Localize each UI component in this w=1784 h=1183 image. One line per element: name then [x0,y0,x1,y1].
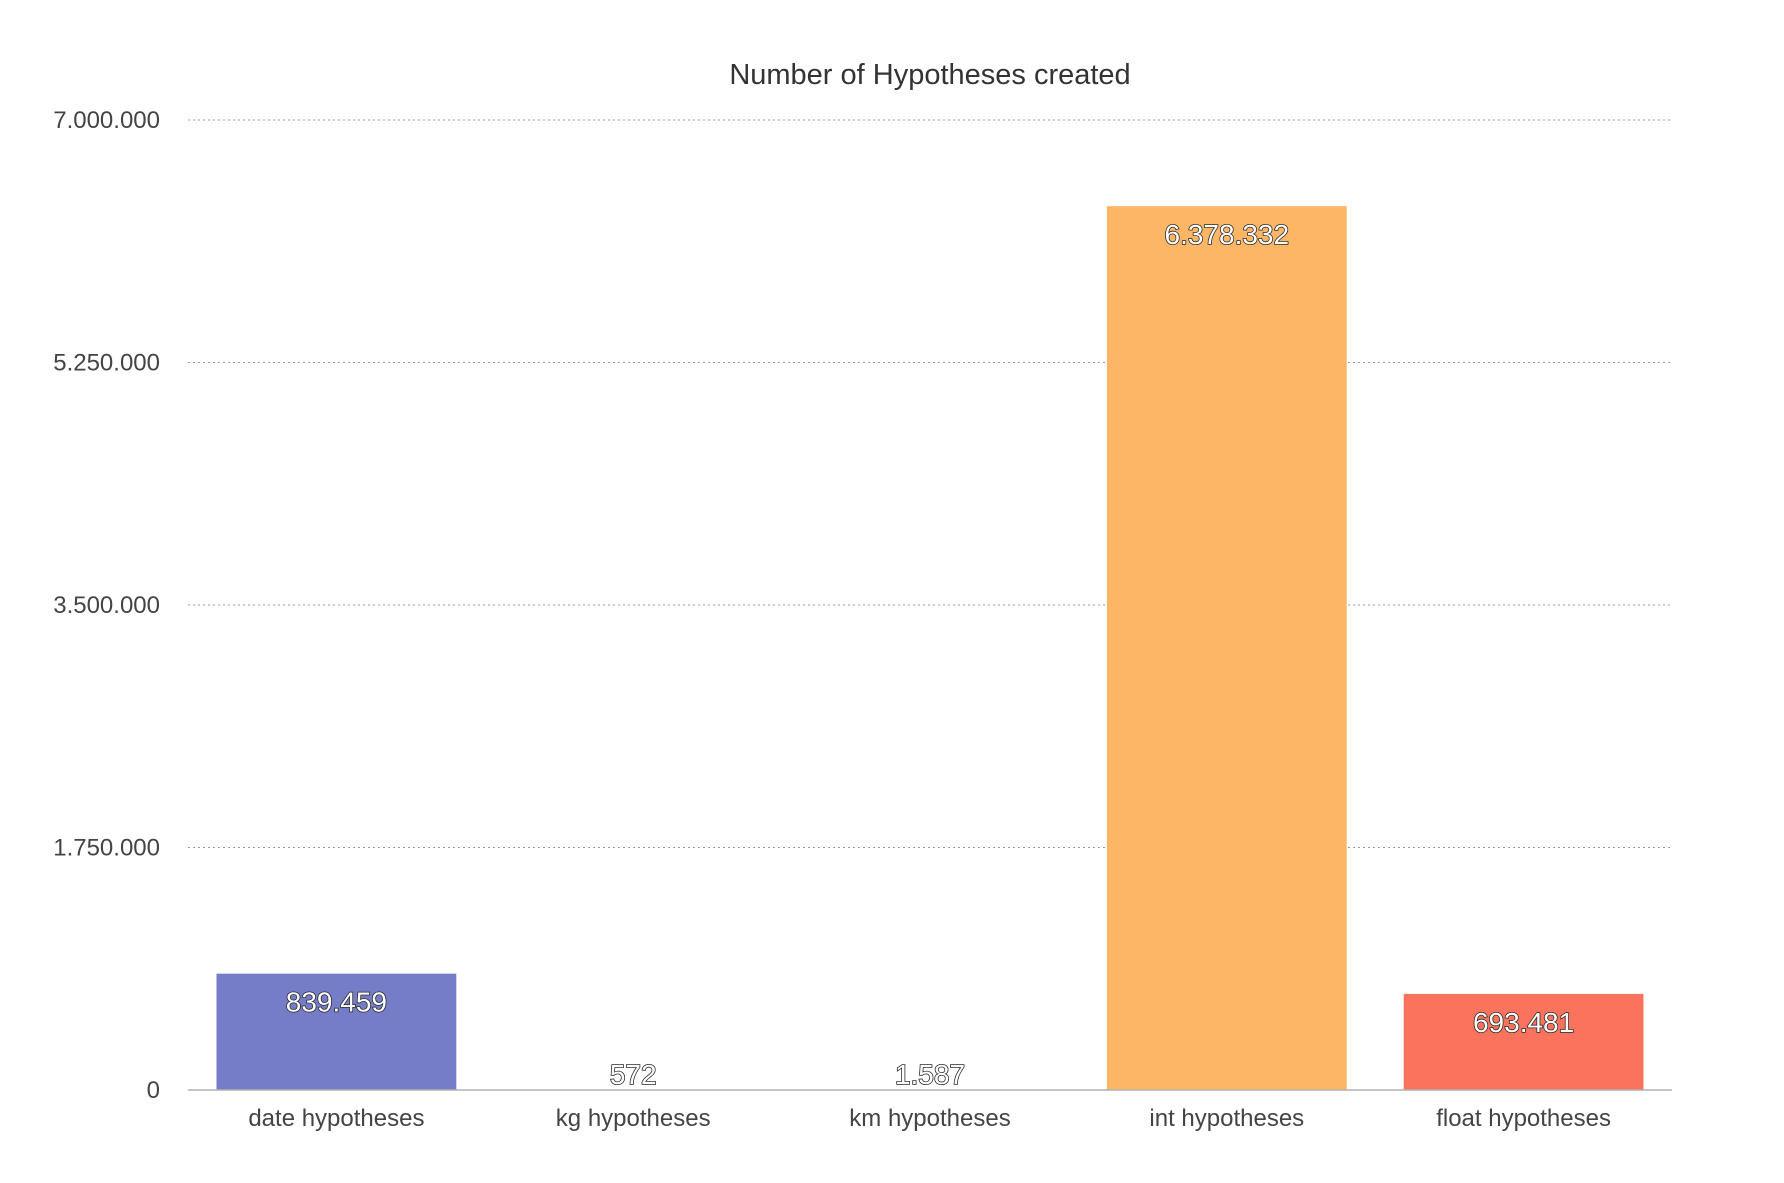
data-label: 1.587 [895,1059,965,1090]
chart-title: Number of Hypotheses created [729,59,1130,91]
grid-layer [188,120,1672,848]
data-label: 572 [610,1059,657,1090]
y-tick-label: 7.000.000 [53,107,160,134]
bar-layer [216,206,1643,1090]
x-tick-label: int hypotheses [1149,1105,1304,1132]
data-label: 839.459 [286,987,387,1018]
x-tick-label: date hypotheses [248,1105,424,1132]
x-tick-label: float hypotheses [1436,1105,1611,1132]
x-tick-label: kg hypotheses [556,1105,711,1132]
y-tick-label: 1.750.000 [53,835,160,862]
y-tick-label: 3.500.000 [53,592,160,619]
bar-int-hypotheses [1107,206,1347,1090]
data-label: 6.378.332 [1165,219,1290,250]
x-tick-label: km hypotheses [849,1105,1010,1132]
data-label: 693.481 [1473,1007,1574,1038]
y-tick-label: 5.250.000 [53,350,160,377]
y-tick-label: 0 [147,1077,160,1104]
data-label-layer: 839.459 572 1.587 6.378.332 693.481 [286,219,1574,1090]
